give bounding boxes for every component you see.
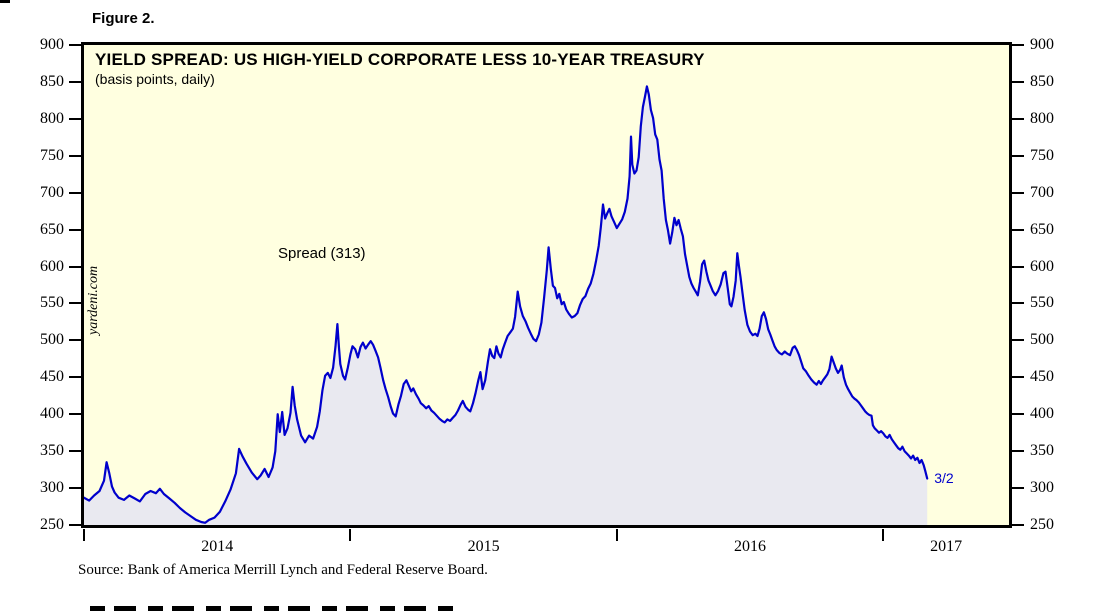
- y-tick-right: [1012, 302, 1024, 305]
- figure-label: Figure 2.: [92, 10, 155, 27]
- chart-plot-area: YIELD SPREAD: US HIGH-YIELD CORPORATE LE…: [81, 42, 1012, 528]
- last-date-annotation: 3/2: [934, 470, 954, 487]
- x-axis-label: 2014: [201, 538, 234, 555]
- y-tick-right: [1012, 80, 1024, 83]
- y-tick-left: [69, 339, 81, 342]
- y-tick-right: [1012, 154, 1024, 157]
- y-axis-label-left: 450: [40, 368, 64, 386]
- y-axis-label-left: 800: [40, 109, 64, 127]
- chart-title: YIELD SPREAD: US HIGH-YIELD CORPORATE LE…: [95, 50, 705, 69]
- y-axis-label-left: 350: [40, 442, 64, 460]
- y-tick-left: [69, 228, 81, 231]
- y-tick-right: [1012, 191, 1024, 194]
- x-tick: [349, 529, 352, 541]
- y-axis-label-right: 450: [1030, 368, 1054, 386]
- area-fill-shape: [84, 86, 928, 525]
- series-label: Spread (313): [278, 245, 366, 262]
- y-tick-right: [1012, 524, 1024, 526]
- y-axis-label-right: 600: [1030, 257, 1054, 275]
- y-axis-label-left: 550: [40, 294, 64, 312]
- y-tick-right: [1012, 44, 1024, 46]
- x-tick: [615, 529, 618, 541]
- y-axis-label-left: 700: [40, 183, 64, 201]
- y-axis-label-right: 850: [1030, 72, 1054, 90]
- source-note: Source: Bank of America Merrill Lynch an…: [78, 562, 488, 578]
- x-tick: [882, 529, 885, 541]
- y-axis-label-right: 900: [1030, 36, 1054, 53]
- x-axis-label: 2016: [734, 538, 767, 555]
- y-tick-left: [69, 524, 81, 526]
- y-tick-right: [1012, 339, 1024, 342]
- y-axis-label-left: 750: [40, 146, 64, 164]
- y-tick-left: [69, 265, 81, 268]
- y-axis-label-left: 250: [40, 516, 64, 533]
- y-tick-left: [69, 191, 81, 194]
- y-tick-left: [69, 154, 81, 157]
- y-tick-right: [1012, 450, 1024, 453]
- y-axis-label-right: 550: [1030, 294, 1054, 312]
- y-tick-right: [1012, 413, 1024, 416]
- y-tick-right: [1012, 376, 1024, 379]
- spread-area-chart: [84, 85, 929, 525]
- x-axis-label: 2017: [930, 538, 963, 555]
- y-axis-label-right: 700: [1030, 183, 1054, 201]
- y-axis-label-right: 400: [1030, 405, 1054, 423]
- scan-artifact-top-left: [0, 0, 10, 3]
- x-tick: [83, 529, 85, 541]
- y-axis-label-left: 600: [40, 257, 64, 275]
- scan-artifact-bottom: [90, 606, 458, 611]
- y-tick-left: [69, 450, 81, 453]
- y-axis-label-left: 400: [40, 405, 64, 423]
- y-axis-label-left: 500: [40, 331, 64, 349]
- y-axis-label-right: 350: [1030, 442, 1054, 460]
- x-axis-label: 2015: [467, 538, 500, 555]
- y-axis-label-right: 500: [1030, 331, 1054, 349]
- y-axis-label-right: 250: [1030, 516, 1054, 533]
- y-axis-label-right: 300: [1030, 479, 1054, 497]
- chart-subtitle: (basis points, daily): [95, 71, 215, 87]
- y-tick-left: [69, 413, 81, 416]
- spread-line: [84, 85, 929, 524]
- y-axis-label-left: 650: [40, 220, 64, 238]
- y-tick-right: [1012, 487, 1024, 490]
- y-axis-label-left: 300: [40, 479, 64, 497]
- y-axis-label-right: 750: [1030, 146, 1054, 164]
- y-tick-left: [69, 302, 81, 305]
- y-tick-right: [1012, 117, 1024, 120]
- y-tick-left: [69, 80, 81, 83]
- y-axis-label-right: 800: [1030, 109, 1054, 127]
- y-axis-label-right: 650: [1030, 220, 1054, 238]
- y-axis-label-left: 850: [40, 72, 64, 90]
- y-tick-right: [1012, 265, 1024, 268]
- y-axis-label-left: 900: [40, 36, 64, 53]
- y-tick-left: [69, 44, 81, 46]
- y-tick-right: [1012, 228, 1024, 231]
- y-tick-left: [69, 376, 81, 379]
- yardeni-watermark: yardeni.com: [86, 265, 101, 335]
- y-tick-left: [69, 117, 81, 120]
- y-tick-left: [69, 487, 81, 490]
